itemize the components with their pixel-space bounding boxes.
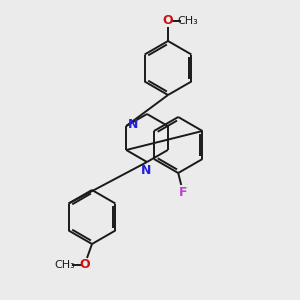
Text: CH₃: CH₃ [178, 16, 198, 26]
Text: N: N [141, 164, 151, 176]
Text: N: N [128, 118, 138, 131]
Text: O: O [163, 14, 173, 28]
Text: O: O [80, 259, 90, 272]
Text: F: F [179, 185, 188, 199]
Text: CH₃: CH₃ [55, 260, 75, 270]
